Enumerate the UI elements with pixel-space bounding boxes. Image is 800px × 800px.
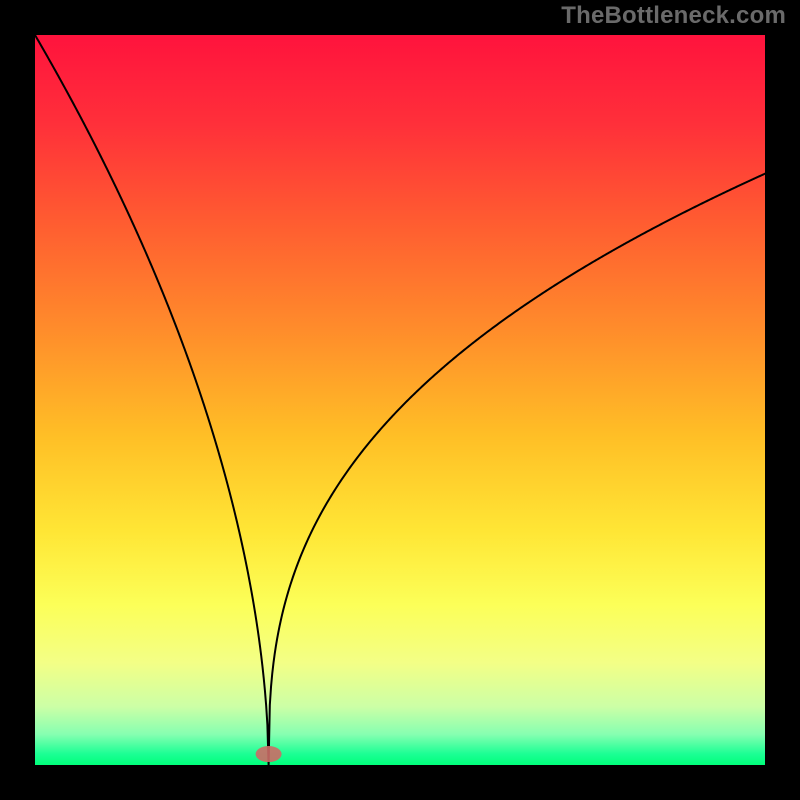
chart-frame: TheBottleneck.com — [0, 0, 800, 800]
watermark-text: TheBottleneck.com — [561, 2, 786, 30]
bottleneck-chart — [35, 35, 765, 765]
minimum-marker — [256, 746, 282, 762]
gradient-background — [35, 35, 765, 765]
